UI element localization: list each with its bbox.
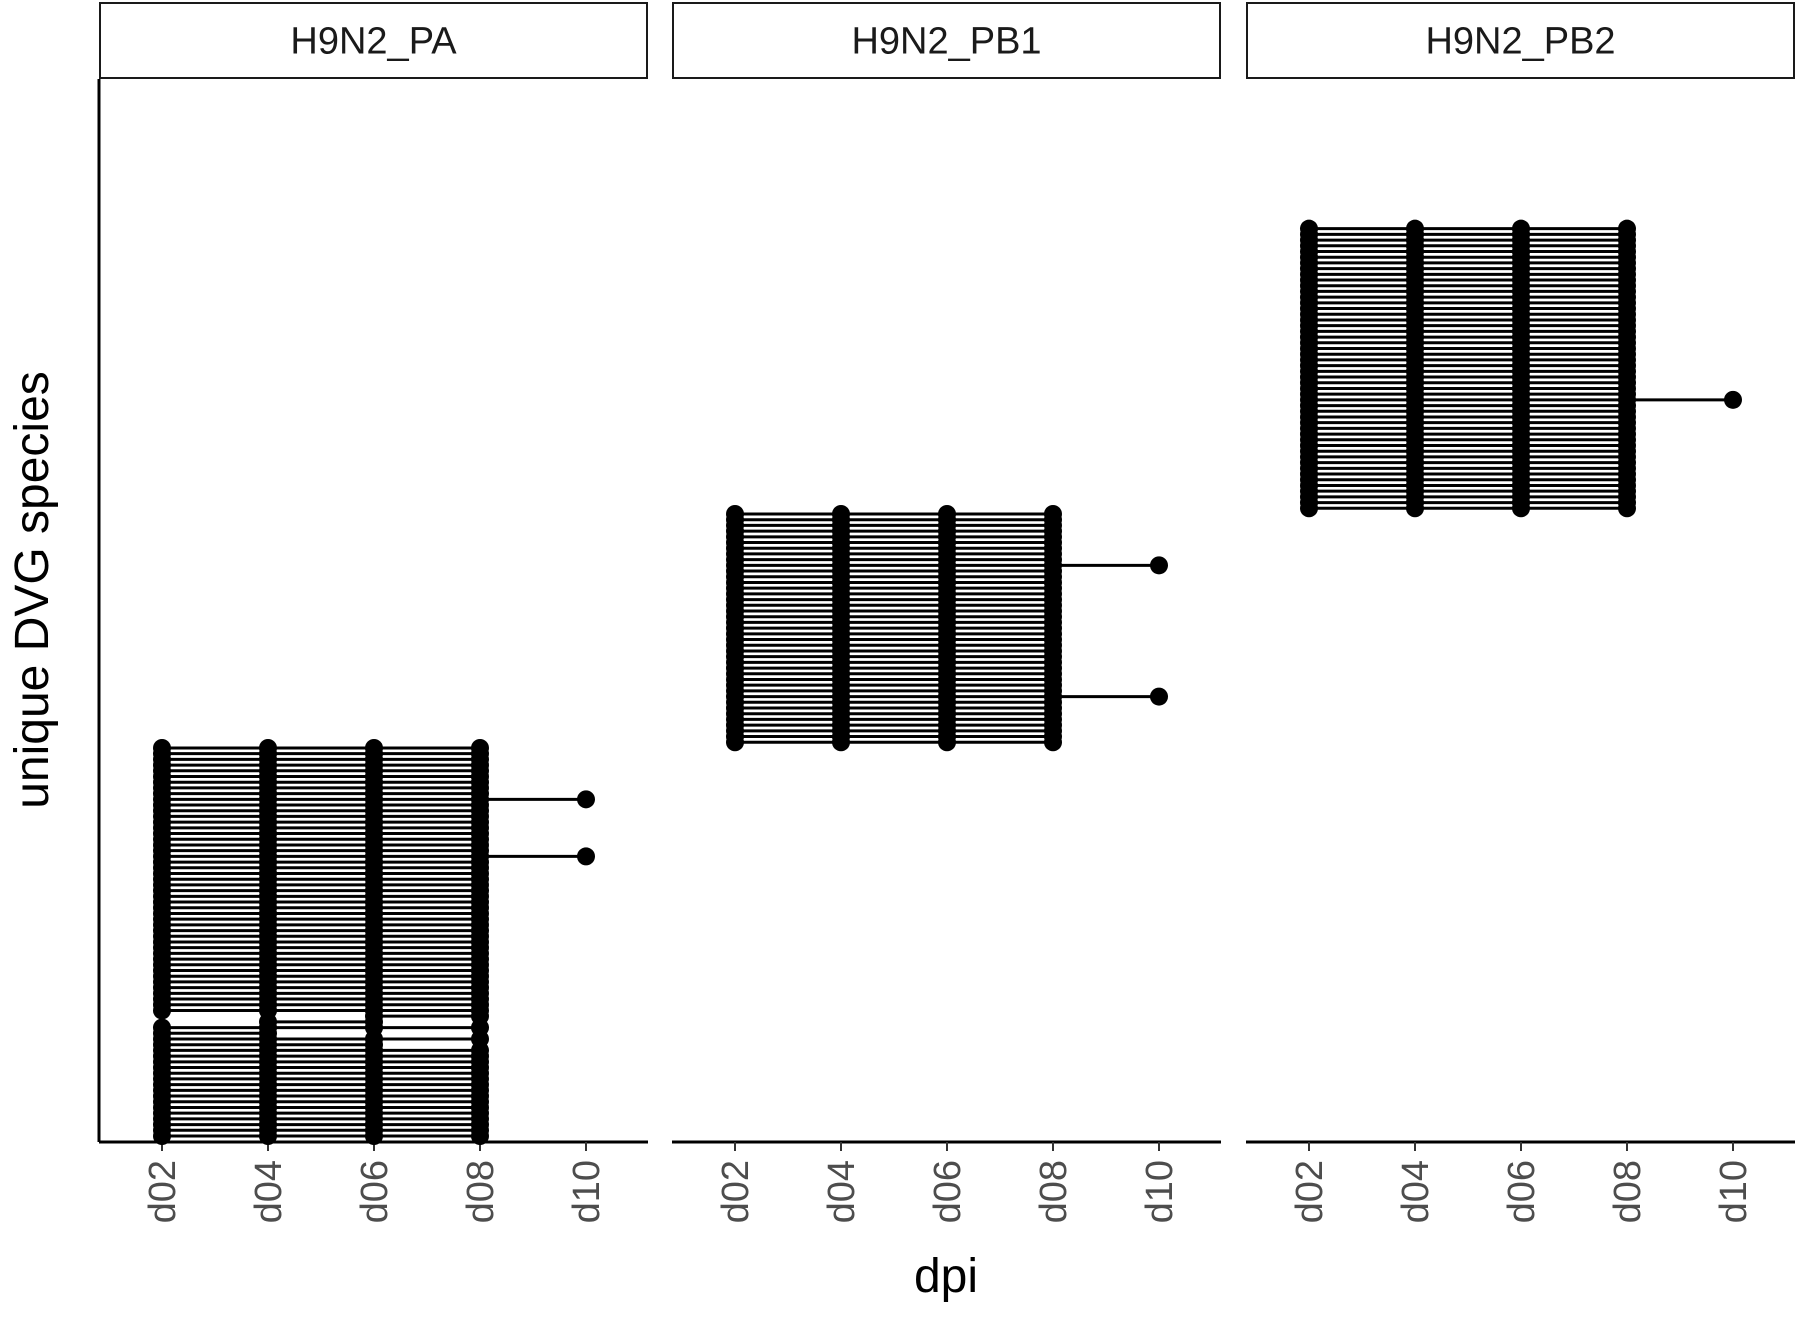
- species-row: [1300, 219, 1636, 238]
- y-axis-title: unique DVG species: [6, 371, 59, 809]
- species-point: [1512, 219, 1530, 238]
- x-tick-label: d08: [1033, 1160, 1075, 1223]
- species-point: [1724, 390, 1742, 409]
- species-point: [1618, 219, 1636, 238]
- species-point: [1150, 556, 1168, 575]
- species-point: [938, 504, 956, 523]
- x-tick-label: d08: [460, 1160, 502, 1223]
- x-tick-label: d08: [1607, 1160, 1649, 1223]
- x-tick-label: d06: [1501, 1160, 1543, 1223]
- x-tick-label: d06: [927, 1160, 969, 1223]
- species-point: [1300, 219, 1318, 238]
- species-point: [153, 738, 171, 757]
- facet-H9N2_PA: H9N2_PA d02 d04 d06 d08 d10: [97, 2, 648, 1223]
- facet-panels: H9N2_PA d02 d04 d06 d08 d10 H9N2_PB1 d02 d04 d06 d…: [97, 2, 1795, 1223]
- species-point: [1406, 219, 1424, 238]
- x-tick-label: d04: [1395, 1160, 1437, 1223]
- strip-box: [672, 2, 1221, 79]
- x-tick-label: d04: [248, 1160, 290, 1223]
- species-point: [1150, 687, 1168, 706]
- x-axis-title: dpi: [914, 1250, 978, 1303]
- x-tick-label: d02: [1289, 1160, 1331, 1223]
- strip-label: H9N2_PB1: [851, 21, 1041, 63]
- strip-label: H9N2_PB2: [1425, 21, 1615, 63]
- species-point: [577, 790, 595, 809]
- x-tick-label: d10: [1139, 1160, 1181, 1223]
- x-tick-label: d04: [821, 1160, 863, 1223]
- species-point: [832, 504, 850, 523]
- strip-label: H9N2_PA: [290, 21, 457, 63]
- species-point: [365, 738, 383, 757]
- species-row: [153, 738, 489, 757]
- species-point: [1044, 504, 1062, 523]
- species-row: [726, 504, 1062, 523]
- x-tick-label: d02: [715, 1160, 757, 1223]
- x-tick-label: d10: [1713, 1160, 1755, 1223]
- species-point: [259, 738, 277, 757]
- species-point: [153, 1018, 171, 1037]
- species-point: [726, 504, 744, 523]
- species-point: [577, 847, 595, 866]
- strip-box: [1246, 2, 1795, 79]
- x-tick-label: d10: [566, 1160, 608, 1223]
- facet-H9N2_PB2: H9N2_PB2 d02 d04 d06 d08 d10: [1246, 2, 1795, 1223]
- x-tick-label: d02: [142, 1160, 184, 1223]
- x-tick-label: d06: [354, 1160, 396, 1223]
- species-point: [471, 738, 489, 757]
- facet-H9N2_PB1: H9N2_PB1 d02 d04 d06 d08 d10: [672, 2, 1221, 1223]
- strip-box: [99, 2, 648, 79]
